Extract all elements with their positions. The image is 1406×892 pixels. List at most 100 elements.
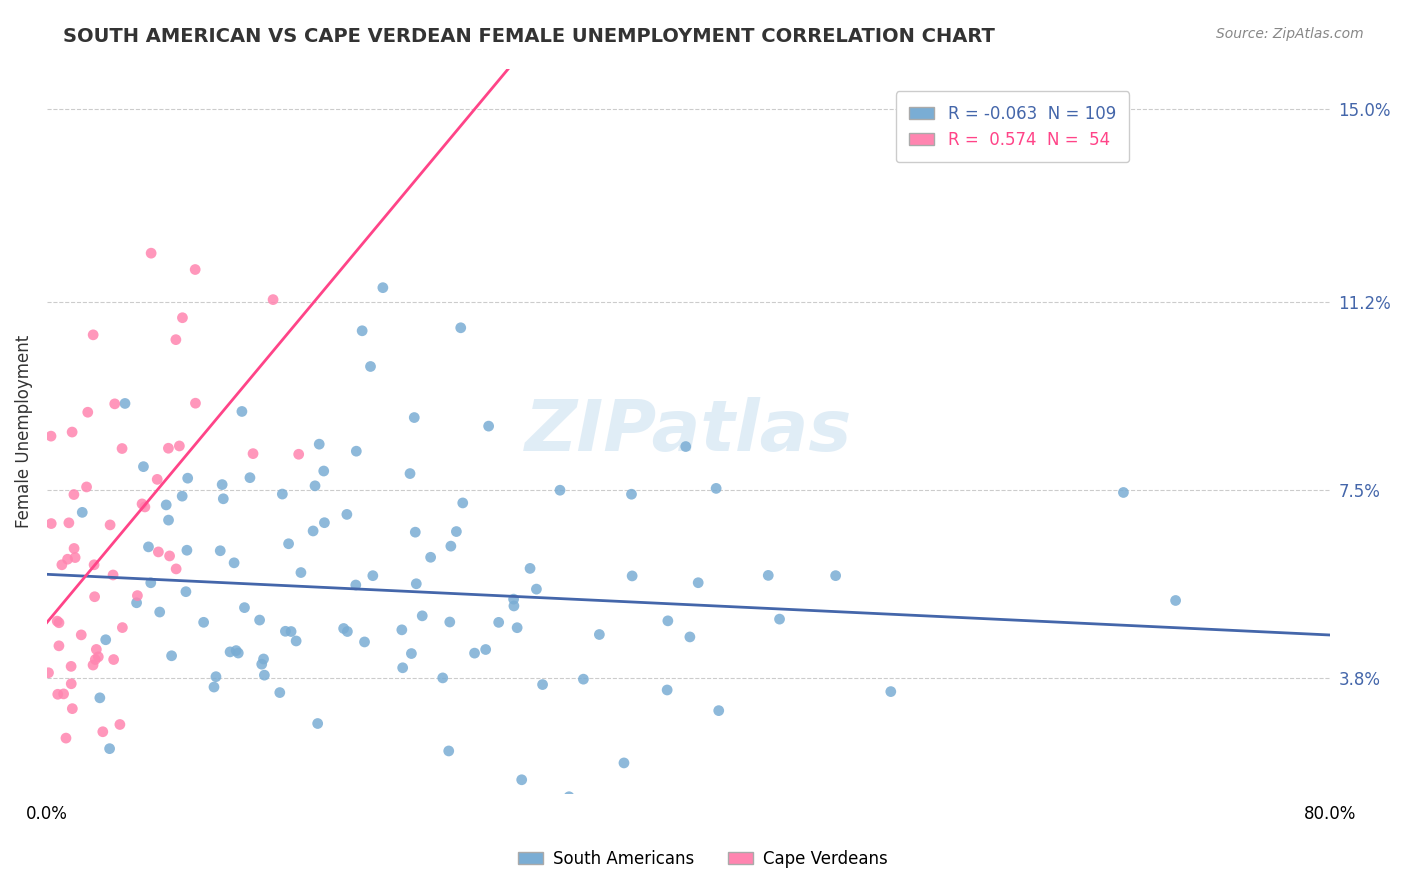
Point [82, 658, 104, 673]
Point [87, 649, 110, 664]
Point [679, 630, 702, 644]
Point [399, 467, 422, 481]
Point [613, 756, 636, 770]
Point [127, 589, 149, 603]
Point [202, 680, 225, 694]
Point [269, 685, 291, 699]
Point [48, 639, 70, 653]
Point [391, 661, 413, 675]
Point [405, 576, 427, 591]
Point [60, 677, 83, 691]
Point [756, 568, 779, 582]
Point [114, 396, 136, 410]
Point [519, 561, 541, 575]
Point [411, 608, 433, 623]
Point [46, 687, 69, 701]
Point [39, 516, 62, 531]
Point [172, 489, 194, 503]
Point [688, 575, 710, 590]
Point [174, 584, 197, 599]
Point [104, 397, 127, 411]
Point [212, 491, 235, 506]
Point [503, 599, 526, 613]
Point [138, 540, 160, 554]
Point [48, 615, 70, 630]
Point [401, 647, 423, 661]
Point [302, 524, 325, 538]
Point [675, 440, 697, 454]
Point [159, 549, 181, 563]
Point [352, 324, 374, 338]
Point [704, 482, 727, 496]
Point [880, 684, 903, 698]
Text: ZIPatlas: ZIPatlas [524, 397, 852, 466]
Point [165, 562, 187, 576]
Point [226, 646, 249, 660]
Point [510, 772, 533, 787]
Point [437, 744, 460, 758]
Point [146, 472, 169, 486]
Point [111, 621, 134, 635]
Point [63, 487, 86, 501]
Point [502, 592, 524, 607]
Point [83, 558, 105, 572]
Point [224, 556, 246, 570]
Point [548, 483, 571, 498]
Point [332, 622, 354, 636]
Point [474, 642, 496, 657]
Point [437, 817, 460, 831]
Point [314, 516, 336, 530]
Point [51, 558, 73, 572]
Point [1112, 485, 1135, 500]
Point [287, 447, 309, 461]
Point [82, 327, 104, 342]
Point [446, 524, 468, 539]
Point [184, 396, 207, 410]
Point [149, 605, 172, 619]
Point [55, 731, 77, 745]
Point [558, 789, 581, 804]
Point [657, 614, 679, 628]
Point [488, 615, 510, 630]
Point [76, 480, 98, 494]
Point [76, 405, 98, 419]
Point [568, 838, 591, 852]
Point [252, 652, 274, 666]
Point [139, 246, 162, 260]
Point [588, 627, 610, 641]
Point [98, 741, 121, 756]
Point [440, 539, 463, 553]
Point [450, 320, 472, 334]
Point [657, 683, 679, 698]
Legend: South Americans, Cape Verdeans: South Americans, Cape Verdeans [512, 844, 894, 875]
Point [176, 471, 198, 485]
Point [308, 437, 330, 451]
Point [60, 659, 83, 673]
Point [37, 665, 59, 680]
Point [165, 333, 187, 347]
Point [464, 646, 486, 660]
Legend: R = -0.063  N = 109, R =  0.574  N =  54: R = -0.063 N = 109, R = 0.574 N = 54 [896, 91, 1129, 162]
Point [307, 716, 329, 731]
Point [70, 505, 93, 519]
Point [253, 668, 276, 682]
Point [131, 497, 153, 511]
Point [280, 624, 302, 639]
Point [103, 652, 125, 666]
Point [172, 310, 194, 325]
Point [108, 717, 131, 731]
Point [432, 671, 454, 685]
Text: SOUTH AMERICAN VS CAPE VERDEAN FEMALE UNEMPLOYMENT CORRELATION CHART: SOUTH AMERICAN VS CAPE VERDEAN FEMALE UN… [63, 27, 995, 45]
Point [134, 500, 156, 514]
Point [83, 590, 105, 604]
Point [359, 817, 381, 831]
Point [211, 477, 233, 491]
Point [304, 479, 326, 493]
Point [439, 615, 461, 629]
Y-axis label: Female Unemployment: Female Unemployment [15, 334, 32, 528]
Point [89, 690, 111, 705]
Point [139, 575, 162, 590]
Text: Source: ZipAtlas.com: Source: ZipAtlas.com [1216, 27, 1364, 41]
Point [52, 687, 75, 701]
Point [478, 419, 501, 434]
